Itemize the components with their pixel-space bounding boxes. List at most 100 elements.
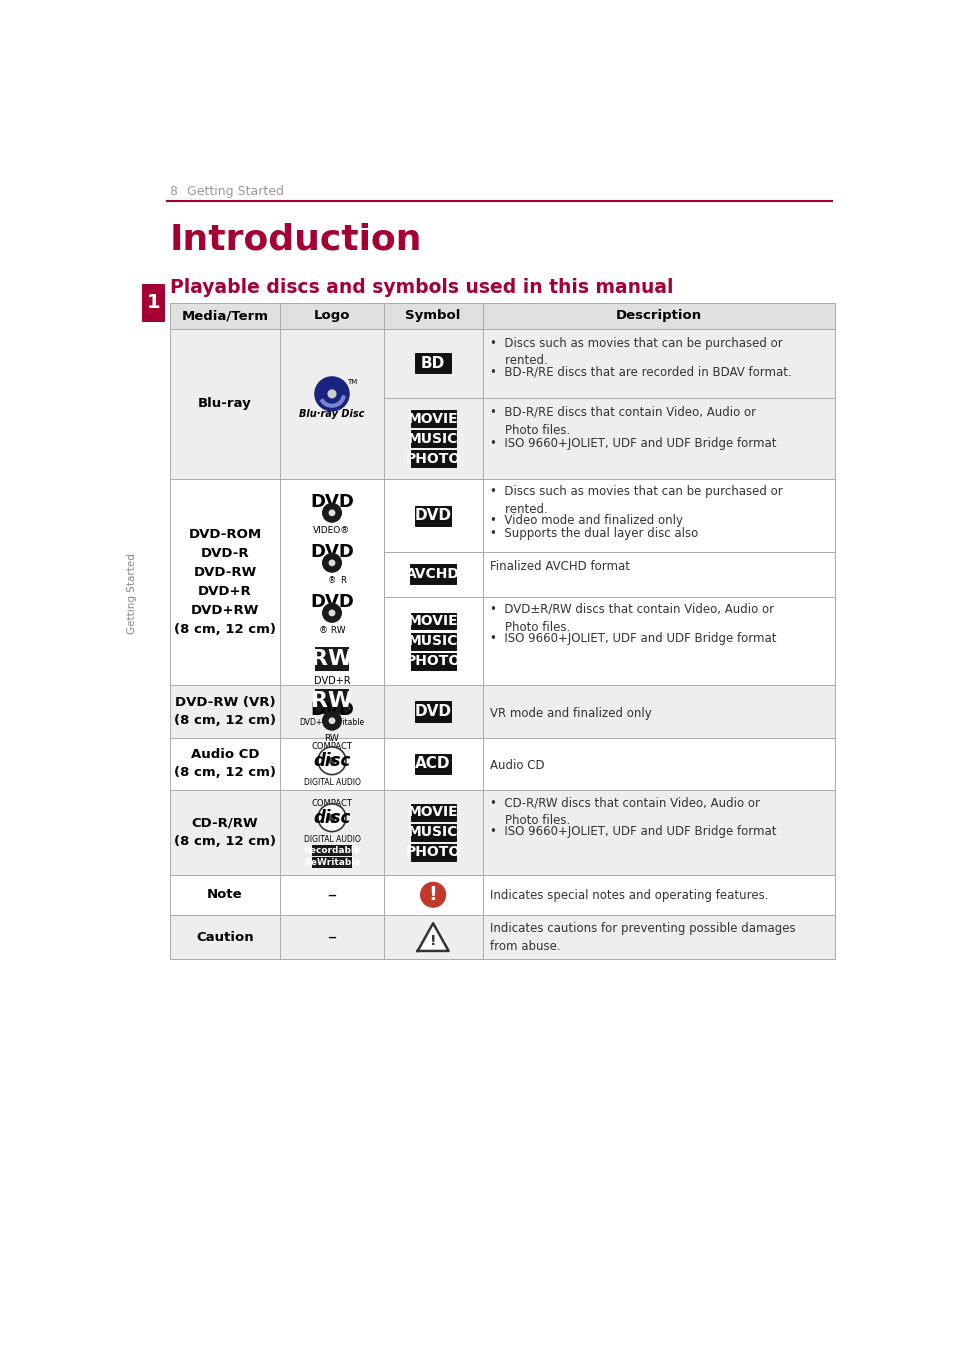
- Text: •  ISO 9660+JOLIET, UDF and UDF Bridge format: • ISO 9660+JOLIET, UDF and UDF Bridge fo…: [490, 826, 776, 838]
- Circle shape: [329, 718, 335, 723]
- Bar: [170, 329, 834, 479]
- Text: Indicates special notes and operating features.: Indicates special notes and operating fe…: [490, 890, 768, 902]
- Text: Getting Started: Getting Started: [127, 554, 136, 634]
- Text: Audio CD: Audio CD: [490, 760, 544, 772]
- Text: •  BD-R/RE discs that are recorded in BDAV format.: • BD-R/RE discs that are recorded in BDA…: [490, 366, 791, 379]
- Bar: [410, 844, 456, 861]
- Text: •  Discs such as movies that can be purchased or
    rented.: • Discs such as movies that can be purch…: [490, 485, 782, 516]
- Bar: [170, 479, 834, 685]
- Text: Description: Description: [615, 309, 701, 322]
- Text: Introduction: Introduction: [170, 222, 421, 256]
- Text: Recordable: Recordable: [303, 846, 360, 856]
- Circle shape: [329, 611, 335, 616]
- Text: Indicates cautions for preventing possible damages
from abuse.: Indicates cautions for preventing possib…: [490, 922, 795, 953]
- Text: Symbol: Symbol: [405, 309, 460, 322]
- Circle shape: [317, 747, 346, 774]
- Bar: [410, 612, 456, 630]
- Bar: [415, 701, 451, 722]
- Bar: [170, 303, 834, 329]
- Circle shape: [329, 561, 335, 566]
- Text: MOVIE: MOVIE: [407, 806, 458, 819]
- Circle shape: [420, 883, 445, 907]
- Text: DVD-ROM
DVD-R
DVD-RW
DVD+R
DVD+RW
(8 cm, 12 cm): DVD-ROM DVD-R DVD-RW DVD+R DVD+RW (8 cm,…: [173, 528, 275, 636]
- Text: PHOTO: PHOTO: [405, 654, 460, 668]
- Text: Caution: Caution: [196, 930, 253, 944]
- Text: R: R: [339, 575, 345, 585]
- Text: Blu·ray Disc: Blu·ray Disc: [299, 409, 364, 418]
- Text: DVD: DVD: [310, 543, 354, 561]
- Bar: [415, 353, 451, 374]
- Text: Note: Note: [207, 888, 243, 902]
- Text: MUSIC: MUSIC: [408, 634, 457, 649]
- Bar: [170, 789, 834, 875]
- Text: MOVIE: MOVIE: [407, 412, 458, 425]
- Text: ®: ®: [328, 575, 335, 585]
- Bar: [415, 505, 451, 525]
- Text: •  ISO 9660+JOLIET, UDF and UDF Bridge format: • ISO 9660+JOLIET, UDF and UDF Bridge fo…: [490, 436, 776, 450]
- Text: MOVIE: MOVIE: [407, 613, 458, 628]
- Circle shape: [322, 711, 341, 730]
- Text: COMPACT: COMPACT: [312, 799, 352, 808]
- Text: disc: disc: [313, 808, 351, 827]
- Circle shape: [322, 504, 341, 523]
- Circle shape: [322, 554, 341, 573]
- Text: TM: TM: [346, 379, 356, 386]
- Text: DVD+R: DVD+R: [314, 676, 350, 686]
- Bar: [410, 825, 456, 841]
- Circle shape: [329, 758, 335, 764]
- Bar: [410, 565, 456, 585]
- Text: PHOTO: PHOTO: [405, 845, 460, 860]
- Bar: [410, 450, 456, 467]
- Bar: [312, 857, 352, 868]
- Bar: [170, 738, 834, 789]
- Text: disc: disc: [313, 751, 351, 770]
- Text: !: !: [428, 886, 437, 904]
- Polygon shape: [417, 923, 448, 951]
- Text: Playable discs and symbols used in this manual: Playable discs and symbols used in this …: [170, 278, 673, 297]
- Text: VIDEO®: VIDEO®: [313, 525, 351, 535]
- Text: DVD: DVD: [310, 493, 354, 510]
- Text: MUSIC: MUSIC: [408, 826, 457, 839]
- Text: Logo: Logo: [314, 309, 350, 322]
- Bar: [410, 653, 456, 669]
- Text: •  Video mode and finalized only: • Video mode and finalized only: [490, 515, 682, 527]
- Text: RW: RW: [311, 692, 353, 711]
- Text: Audio CD
(8 cm, 12 cm): Audio CD (8 cm, 12 cm): [173, 749, 275, 780]
- Text: DVD: DVD: [310, 593, 354, 611]
- Text: BD: BD: [420, 356, 445, 371]
- Bar: [170, 875, 834, 915]
- Text: CD-R/RW
(8 cm, 12 cm): CD-R/RW (8 cm, 12 cm): [173, 816, 275, 848]
- Text: DVD: DVD: [415, 704, 451, 719]
- Bar: [410, 632, 456, 650]
- Circle shape: [329, 815, 335, 821]
- Text: PHOTO: PHOTO: [405, 451, 460, 466]
- Bar: [314, 647, 349, 672]
- Bar: [410, 804, 456, 821]
- Text: ® RW: ® RW: [318, 626, 345, 635]
- Text: Media/Term: Media/Term: [181, 309, 268, 322]
- Text: DVD: DVD: [415, 508, 451, 523]
- Text: DVD+ReWritable: DVD+ReWritable: [299, 719, 364, 727]
- Text: •  ISO 9660+JOLIET, UDF and UDF Bridge format: • ISO 9660+JOLIET, UDF and UDF Bridge fo…: [490, 632, 776, 645]
- Text: AVCHD: AVCHD: [406, 567, 459, 581]
- Text: 8: 8: [170, 185, 177, 198]
- Text: DIGITAL AUDIO: DIGITAL AUDIO: [303, 777, 360, 787]
- Text: Blu-ray: Blu-ray: [198, 397, 252, 410]
- Text: •  Supports the dual layer disc also: • Supports the dual layer disc also: [490, 528, 698, 540]
- Text: ACD: ACD: [415, 757, 451, 772]
- Circle shape: [314, 376, 349, 410]
- Text: DVD-RW (VR)
(8 cm, 12 cm): DVD-RW (VR) (8 cm, 12 cm): [173, 696, 275, 727]
- Text: –: –: [327, 927, 336, 946]
- Text: DIGITAL AUDIO: DIGITAL AUDIO: [303, 834, 360, 844]
- Text: ReWritable: ReWritable: [303, 858, 360, 867]
- Text: MUSIC: MUSIC: [408, 432, 457, 445]
- Text: VR mode and finalized only: VR mode and finalized only: [490, 707, 652, 720]
- Text: !: !: [430, 934, 436, 948]
- Text: –: –: [327, 886, 336, 903]
- Bar: [170, 915, 834, 960]
- Text: •  CD-R/RW discs that contain Video, Audio or
    Photo files.: • CD-R/RW discs that contain Video, Audi…: [490, 796, 760, 827]
- Bar: [314, 689, 349, 714]
- Bar: [415, 754, 451, 774]
- Circle shape: [317, 804, 346, 831]
- Circle shape: [322, 604, 341, 623]
